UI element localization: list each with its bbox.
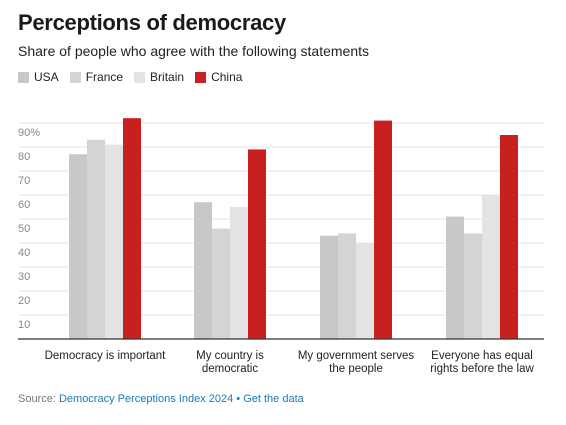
legend-label: USA	[34, 70, 59, 84]
x-category-label: My government serves the people	[298, 350, 415, 375]
y-tick-label: 60	[18, 199, 30, 211]
bar-usa-1	[194, 202, 212, 339]
y-tick-label: 50	[18, 223, 30, 235]
x-category-label: My country is democratic	[196, 350, 264, 375]
bar-britain-0	[105, 144, 123, 339]
source-note: Source: Democracy Perceptions Index 2024…	[18, 393, 304, 405]
x-category-label: Everyone has equal rights before the law	[430, 350, 534, 375]
legend-label: Britain	[150, 70, 185, 84]
legend-item-china: China	[195, 70, 242, 84]
bar-usa-0	[69, 154, 87, 339]
y-tick-label: 30	[18, 271, 30, 283]
chart-subtitle: Share of people who agree with the follo…	[18, 43, 369, 59]
legend-item-france: France	[69, 70, 124, 84]
legend-label: China	[211, 70, 243, 84]
legend-swatch	[18, 71, 29, 83]
bar-china-3	[500, 135, 518, 339]
chart-title: Perceptions of democracy	[18, 10, 286, 35]
bar-britain-2	[356, 243, 374, 339]
x-category-label: Democracy is important	[45, 350, 167, 362]
source-separator: •	[233, 393, 244, 405]
legend-item-usa: USA	[18, 70, 59, 84]
bar-usa-3	[446, 216, 464, 339]
y-tick-label: 70	[18, 175, 30, 187]
y-tick-label: 10	[18, 319, 30, 331]
legend: USA France Britain China	[18, 70, 253, 84]
source-label: Source:	[18, 393, 59, 405]
bar-usa-2	[320, 235, 338, 339]
bar-france-3	[464, 233, 482, 339]
legend-swatch	[134, 71, 146, 83]
legend-swatch	[195, 71, 207, 83]
bar-china-2	[374, 120, 392, 339]
bar-britain-1	[230, 207, 248, 339]
bar-china-1	[248, 149, 266, 339]
bar-france-2	[338, 233, 356, 339]
bar-france-1	[212, 228, 230, 339]
bar-china-0	[123, 118, 141, 339]
y-tick-label: 40	[18, 247, 30, 259]
y-tick-label: 20	[18, 295, 30, 307]
legend-swatch	[69, 71, 81, 83]
get-data-link[interactable]: Get the data	[243, 393, 304, 405]
y-tick-label: 80	[18, 151, 30, 163]
bar-france-0	[87, 139, 105, 339]
y-tick-label: 90%	[18, 127, 40, 139]
bar-britain-3	[482, 195, 500, 339]
legend-item-britain: Britain	[134, 70, 184, 84]
source-link[interactable]: Democracy Perceptions Index 2024	[58, 393, 234, 405]
legend-label: France	[85, 70, 124, 84]
